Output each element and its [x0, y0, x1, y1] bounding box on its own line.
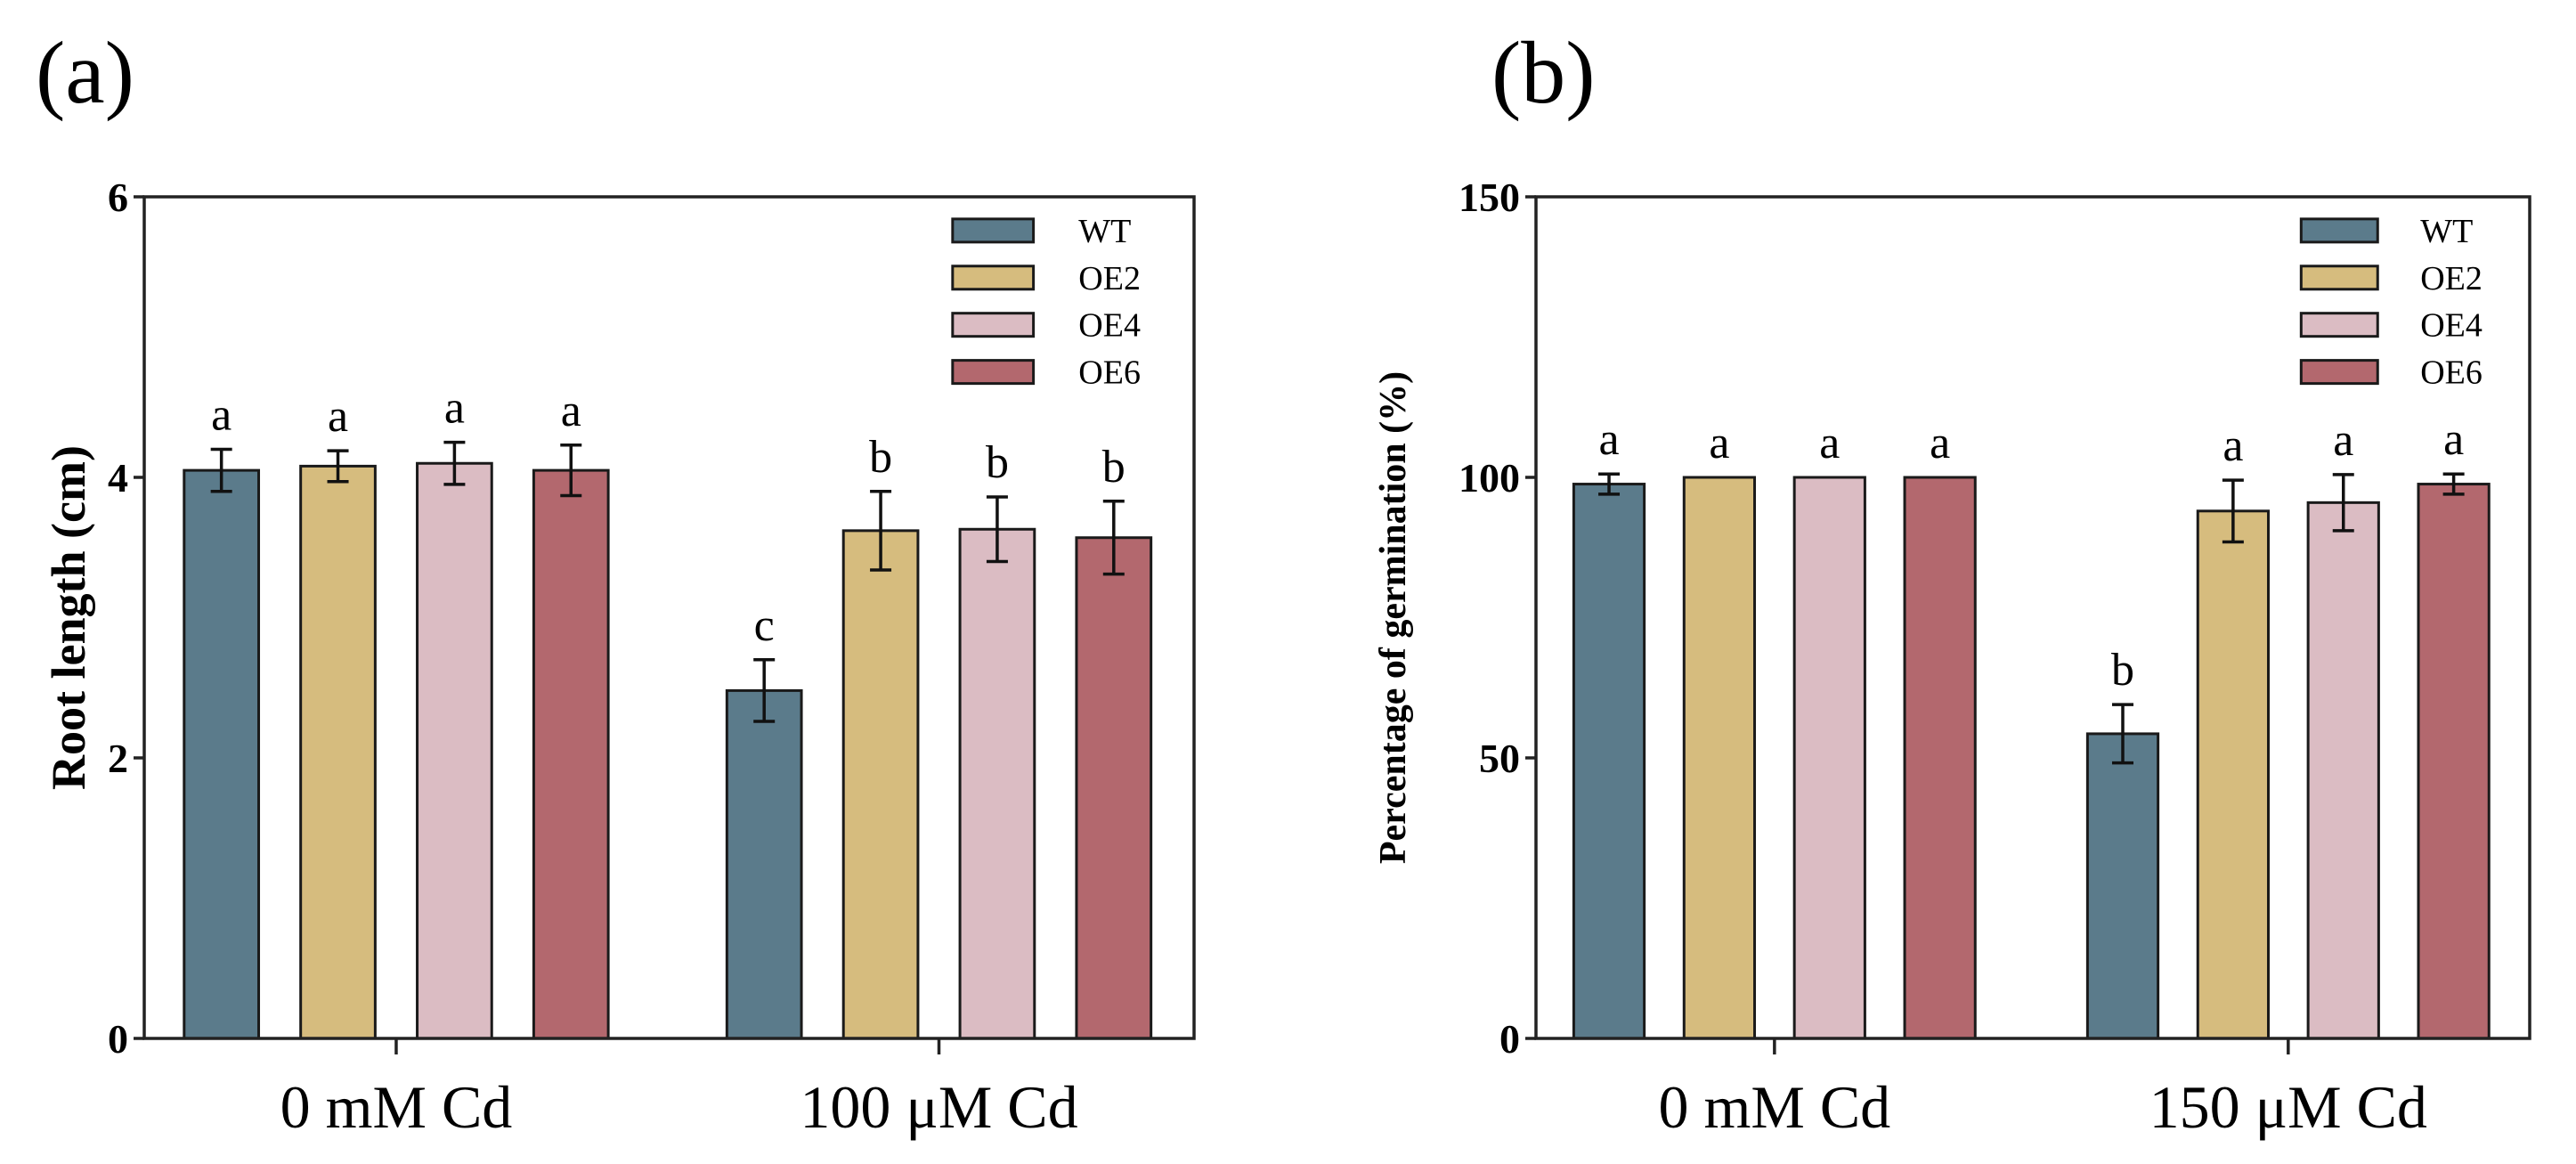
significance-letter: a — [1819, 418, 1840, 468]
legend-swatch-oe6 — [951, 359, 1036, 386]
y-tick-label: 50 — [1479, 736, 1520, 781]
significance-letter: a — [1598, 414, 1619, 465]
bar-wt-0 — [1572, 483, 1646, 1040]
legend-swatch-oe6 — [2299, 359, 2379, 386]
legend-label: OE4 — [1078, 307, 1141, 345]
legend-label: OE2 — [1078, 260, 1141, 297]
legend-label: WT — [2420, 213, 2473, 250]
significance-letter: a — [561, 386, 581, 436]
legend-swatch-oe2 — [2299, 265, 2379, 291]
legend-swatch-oe4 — [2299, 312, 2379, 338]
significance-letter: a — [2333, 415, 2353, 466]
y-tick-label: 150 — [1459, 175, 1520, 220]
plot-frame — [142, 195, 1196, 1040]
significance-letter: a — [328, 391, 348, 442]
y-tick-label: 100 — [1459, 455, 1520, 501]
x-category-label: 150 μM Cd — [2149, 1073, 2427, 1141]
bar-oe2-0 — [1682, 476, 1757, 1040]
chart-panel-b: (b) a b a a a a a a 0 50 100 150 0 mM Cd 150 μM Cd Perc… — [1373, 23, 2531, 1141]
panel-label: (a) — [36, 23, 134, 122]
significance-letter: a — [444, 383, 465, 434]
bar-oe2-0 — [299, 464, 377, 1040]
significance-letter: b — [869, 432, 892, 483]
legend-swatch-wt — [951, 217, 1036, 244]
legend-label: OE6 — [1078, 354, 1141, 392]
legend: WT OE2 OE4 OE6 — [951, 213, 1141, 392]
bar-oe4-0 — [416, 461, 493, 1040]
bar-oe6-1 — [1075, 536, 1153, 1040]
bar-oe4-0 — [1792, 476, 1866, 1040]
legend-swatch-wt — [2299, 217, 2379, 244]
legend-swatch-oe2 — [951, 265, 1036, 291]
bar-oe2-1 — [2196, 509, 2270, 1040]
legend-label: OE6 — [2420, 354, 2483, 392]
bar-wt-1 — [725, 688, 803, 1040]
y-axis-label: Root length (cm) — [42, 445, 95, 790]
y-axis-label: Percentage of germination (%) — [1373, 371, 1414, 864]
bar-oe6-1 — [2417, 483, 2491, 1040]
y-tick-label: 2 — [108, 736, 128, 781]
legend-label: OE2 — [2420, 260, 2483, 297]
significance-letter: a — [2223, 420, 2243, 471]
bar-oe2-1 — [841, 529, 920, 1040]
significance-letter: b — [986, 437, 1009, 488]
x-category-label: 0 mM Cd — [1658, 1073, 1890, 1141]
significance-letter: a — [1709, 418, 1729, 468]
significance-letter: b — [2111, 645, 2134, 696]
bar-oe4-1 — [958, 527, 1036, 1040]
bar-oe4-1 — [2306, 501, 2380, 1040]
significance-letter: a — [211, 390, 232, 441]
bar-wt-1 — [2085, 732, 2160, 1040]
chart-panel-a: (a) a c a b a b a b 0 2 4 6 0 mM Cd 100 μM Cd Root leng… — [36, 23, 1196, 1141]
bar-wt-0 — [183, 468, 261, 1040]
legend-swatch-oe4 — [951, 312, 1036, 338]
bar-oe6-0 — [532, 468, 610, 1040]
y-tick-label: 6 — [108, 175, 128, 220]
y-tick-label: 0 — [108, 1016, 128, 1062]
panel-label: (b) — [1491, 23, 1596, 122]
plot-frame — [1534, 195, 2531, 1040]
bar-oe6-0 — [1903, 476, 1977, 1040]
x-category-label: 0 mM Cd — [280, 1073, 513, 1141]
legend-label: OE4 — [2420, 307, 2483, 345]
significance-letter: a — [1930, 418, 1950, 468]
x-category-label: 100 μM Cd — [800, 1073, 1077, 1141]
significance-letter: b — [1102, 442, 1125, 492]
legend: WT OE2 OE4 OE6 — [2299, 213, 2483, 392]
y-tick-label: 4 — [108, 455, 128, 501]
legend-label: WT — [1078, 213, 1131, 250]
significance-letter: c — [754, 600, 775, 651]
y-tick-label: 0 — [1499, 1016, 1520, 1062]
significance-letter: a — [2443, 414, 2464, 465]
